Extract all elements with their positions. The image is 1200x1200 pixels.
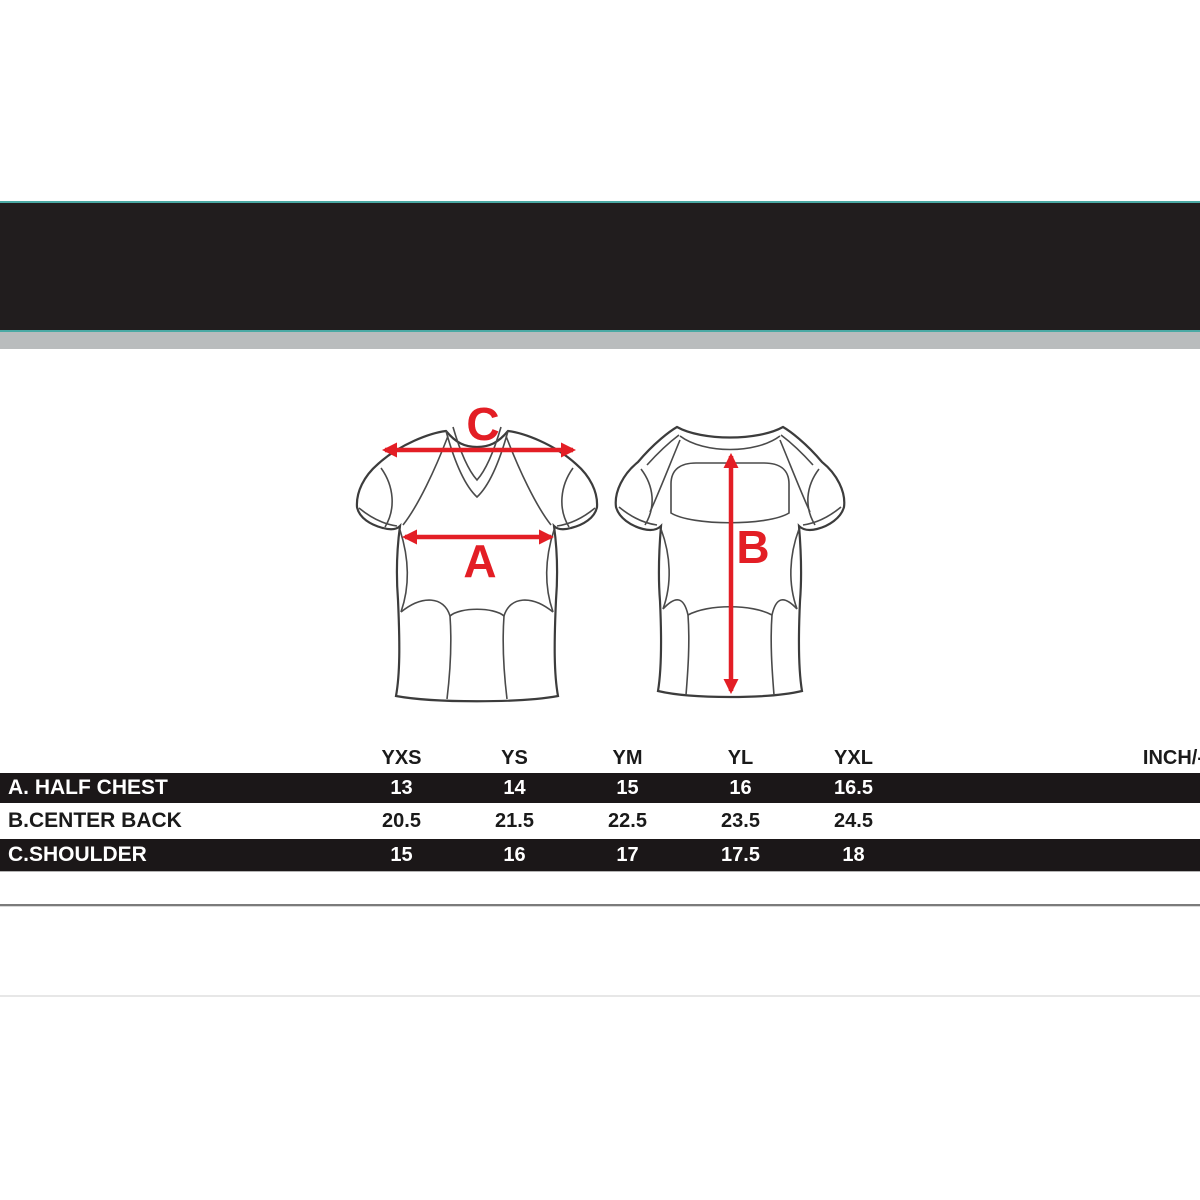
table-row-half-chest: A. HALF CHEST 13 14 15 16 16.5: [0, 773, 1200, 803]
measure-label-b: B: [736, 521, 770, 573]
header-bar: SPORTS CUSTOM UNIFORM SIZE CHART YOUTH F…: [0, 201, 1200, 533]
header-divider-bar: [0, 332, 1200, 349]
horizontal-divider-shadow: [0, 906, 1200, 907]
measure-label-a: A: [463, 535, 497, 587]
jersey-back-seams: [618, 434, 842, 696]
jersey-back-diagram: [614, 425, 846, 699]
brand-name-text: SPORTS CUSTOM UNIFORM: [61, 501, 395, 533]
size-value-cell: 17: [616, 843, 639, 866]
size-value-cell: 22.5: [608, 809, 647, 832]
jersey-front-diagram: [355, 426, 599, 703]
size-value-cell: 21.5: [495, 809, 534, 832]
jersey-front-seams: [358, 426, 596, 700]
jersey-front-outline: [355, 429, 599, 703]
size-value-cell: 17.5: [721, 843, 760, 866]
size-value-cell: 15: [616, 776, 639, 799]
size-column-header-yxs: YXS: [381, 747, 422, 769]
size-value-cell: 23.5: [721, 809, 760, 832]
unit-label: INCH/-: [1142, 747, 1200, 769]
size-table-header-row: YXS YS YM YL YXL INCH/-: [0, 744, 1200, 773]
measure-label-c: C: [466, 398, 500, 450]
brand-name: SPORTS CUSTOM UNIFORM: [25, 501, 395, 534]
size-value-cell: 20.5: [382, 809, 421, 832]
size-value-cell: 16: [729, 776, 752, 799]
size-column-header-yl: YL: [727, 747, 754, 769]
horizontal-divider: [0, 904, 1200, 906]
brand-logo-icon: [145, 421, 270, 495]
size-value-cell: 16.5: [834, 776, 873, 799]
size-value-cell: 15: [390, 843, 413, 866]
size-column-header-ys: YS: [501, 747, 528, 769]
table-row-center-back: B.CENTER BACK 20.5 21.5 22.5 23.5 24.5: [0, 803, 1200, 839]
size-column-header-ym: YM: [612, 747, 643, 769]
size-value-cell: 13: [390, 776, 413, 799]
size-value-cell: 16: [503, 843, 526, 866]
size-table: YXS YS YM YL YXL INCH/- A. HALF CHEST 13…: [0, 744, 1200, 872]
size-value-cell: 18: [842, 843, 865, 866]
row-label: B.CENTER BACK: [8, 809, 182, 832]
row-label: A. HALF CHEST: [8, 776, 168, 799]
size-column-header-yxl: YXL: [834, 747, 873, 769]
horizontal-divider-light: [0, 995, 1200, 997]
size-value-cell: 24.5: [834, 809, 873, 832]
size-value-cell: 14: [503, 776, 526, 799]
table-row-shoulder: C.SHOULDER 15 16 17 17.5 18: [0, 839, 1200, 872]
row-label: C.SHOULDER: [8, 843, 147, 866]
